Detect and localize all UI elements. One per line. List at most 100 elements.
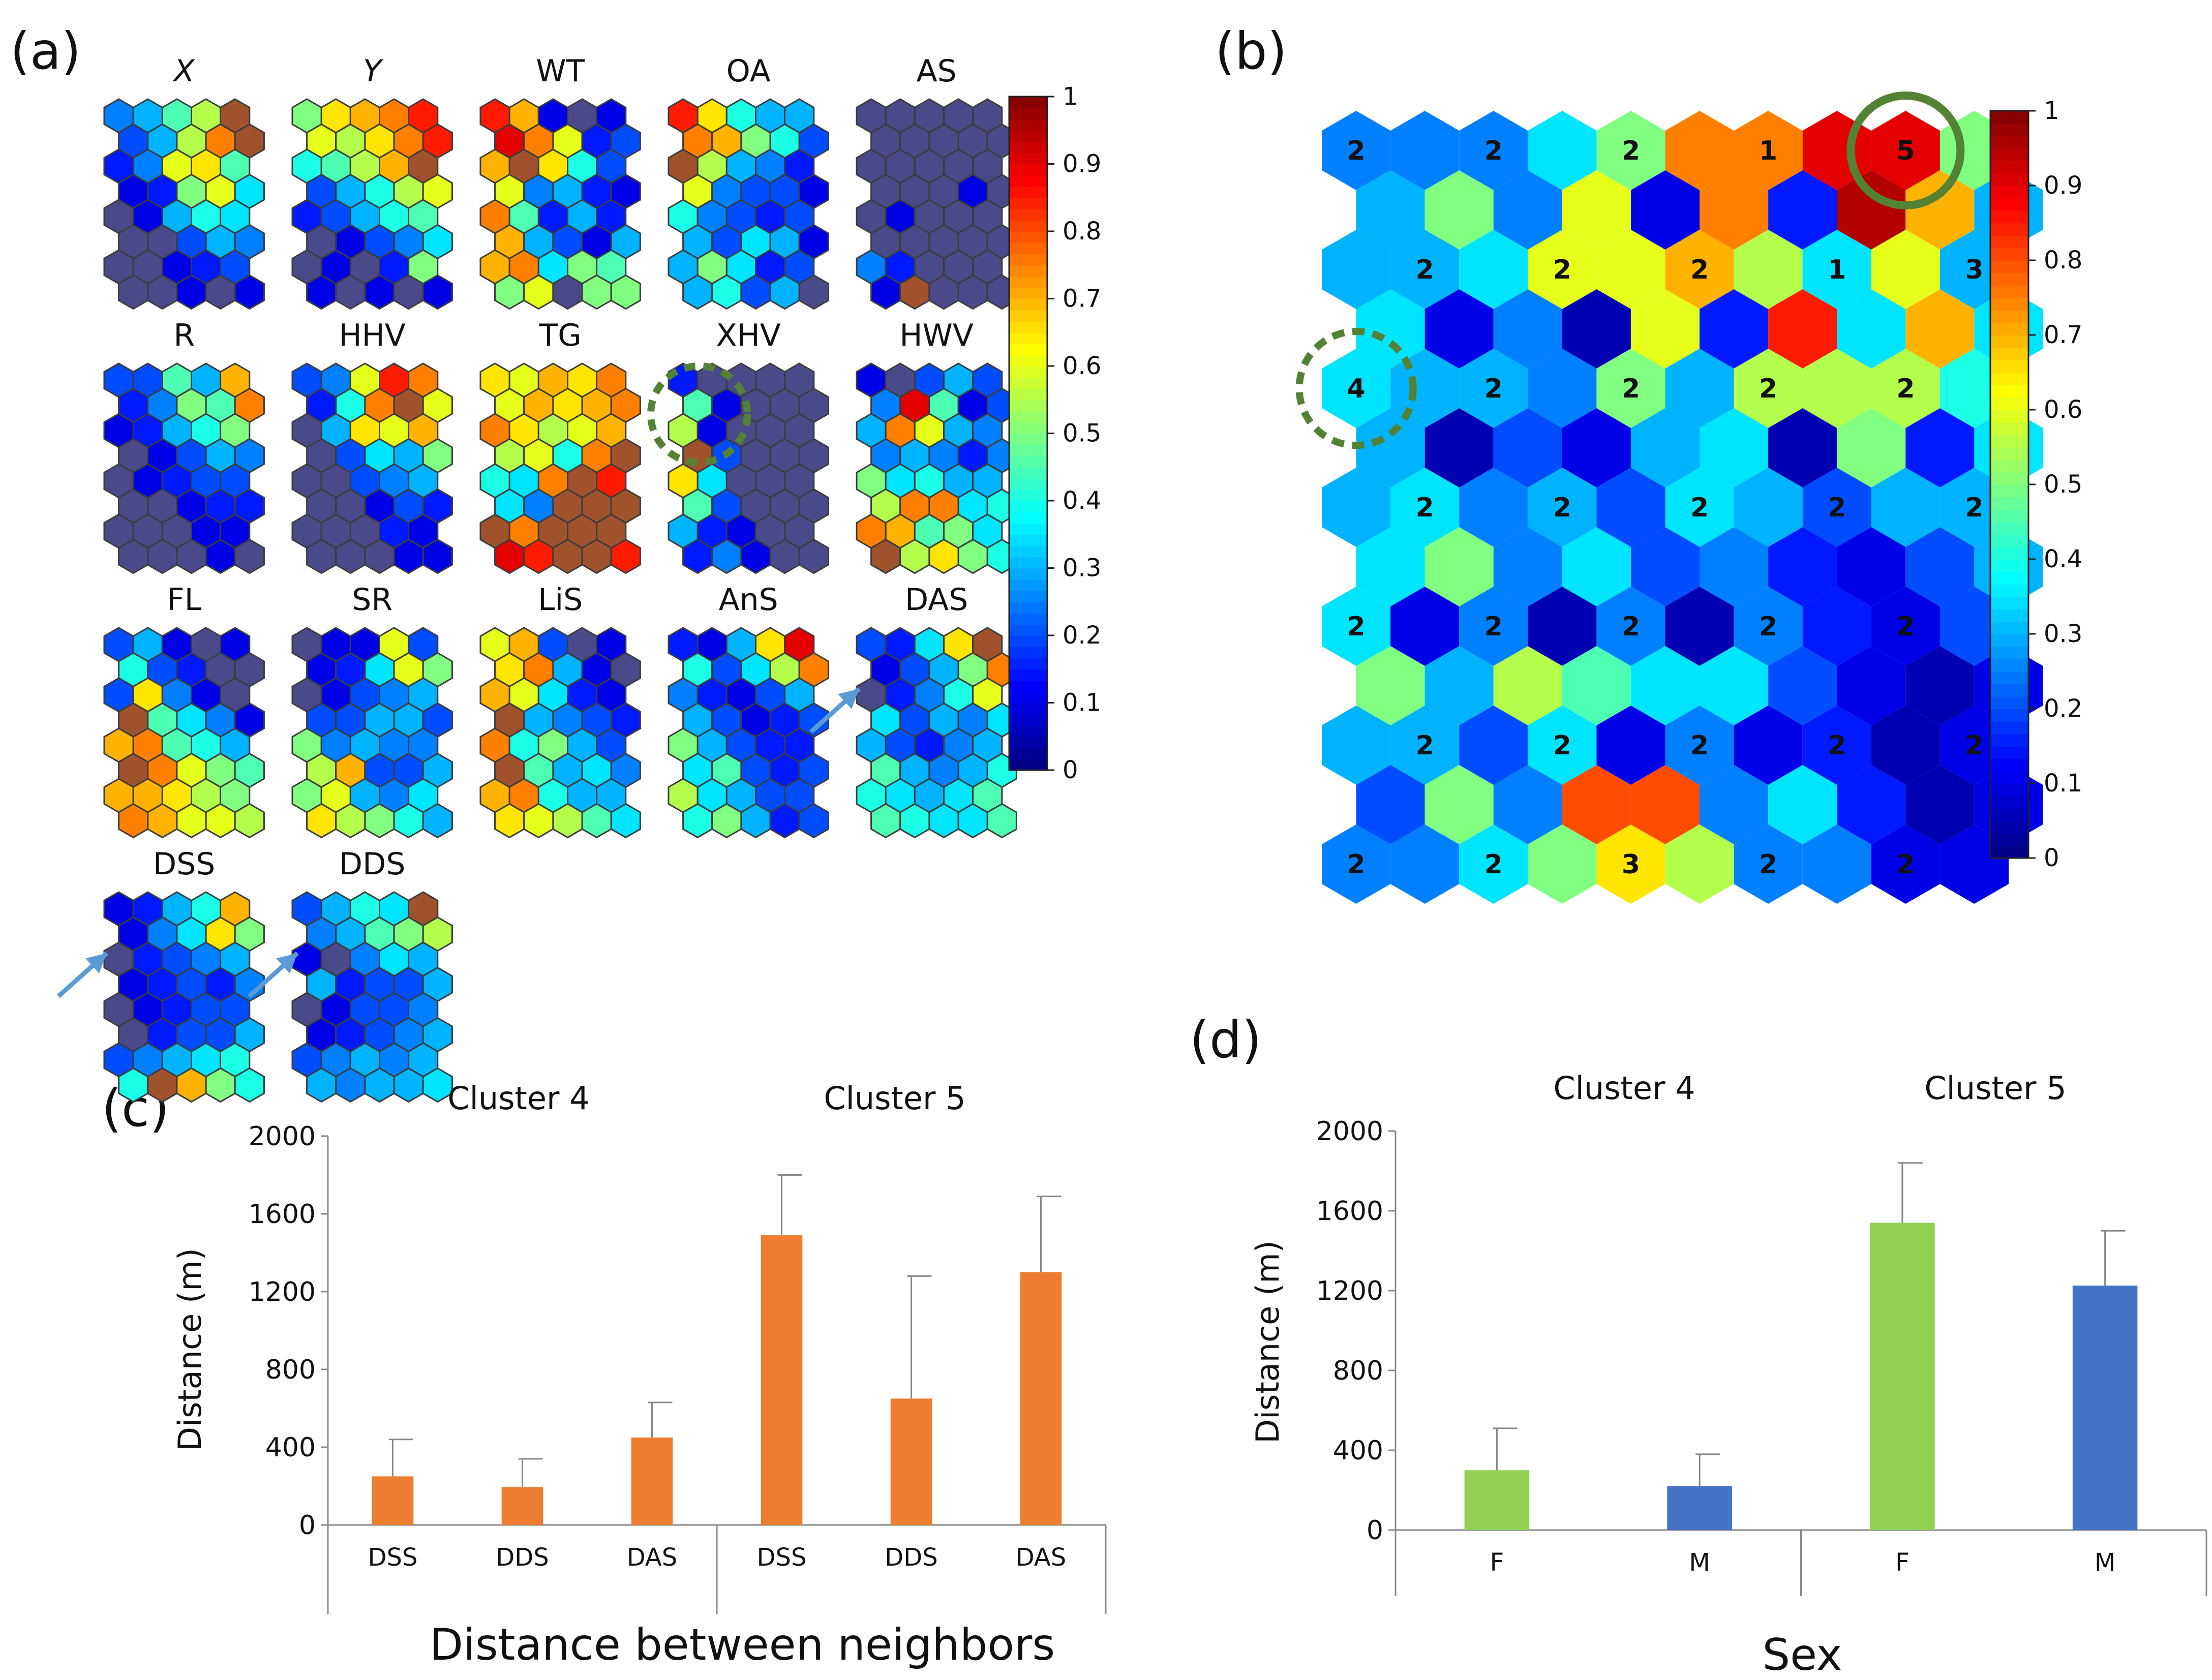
colorbar-a-gradient-step — [1009, 231, 1047, 243]
map-dss-hex-7-1 — [147, 1067, 178, 1103]
colorbar-a-tick-label: 0.6 — [1063, 352, 1101, 380]
colorbar-b-gradient-step — [1990, 385, 2028, 398]
map-das-hex-7-0 — [870, 803, 901, 839]
map-title-wt: WT — [536, 53, 585, 89]
panel-d-y-tick-label: 1200 — [1316, 1276, 1383, 1306]
panel-c-x-axis-title: Distance between neighbors — [430, 1620, 1055, 1670]
umatrix-hex-3-1 — [1425, 289, 1494, 369]
colorbar-b-tick-label: 0.5 — [2044, 470, 2082, 499]
panel-d-group-label-2: Cluster 5 — [1924, 1070, 2066, 1107]
umatrix-hex-2-6 — [1734, 230, 1803, 309]
umatrix-hex-5-5 — [1700, 408, 1769, 487]
umatrix-hex-11-3 — [1562, 765, 1631, 844]
colorbar-b-tick-label: 0 — [2044, 844, 2059, 872]
cluster-label: 2 — [1347, 612, 1365, 642]
umatrix-hex-5-4 — [1630, 408, 1700, 487]
colorbar-a-gradient-step — [1009, 108, 1047, 120]
cluster-label: 2 — [1828, 730, 1846, 761]
map-title-xhv: XHV — [716, 318, 781, 353]
panel-c-group-label-2: Cluster 5 — [824, 1080, 965, 1117]
panel-a-colorbar: 0 0.1 0.2 0.3 0.4 0.5 0.6 0.7 0.8 0.9 1 — [1008, 82, 1101, 784]
umatrix-hex-4-2 — [1459, 349, 1528, 428]
umatrix-hex-4-3 — [1528, 349, 1597, 428]
panel-d-y-tick-label: 800 — [1333, 1356, 1383, 1386]
map-sr-hex-7-0 — [306, 803, 337, 839]
map-title-lis: LiS — [538, 582, 583, 618]
umatrix-hex-7-7 — [1837, 527, 1906, 606]
panel-d-category-label-2: F — [1895, 1548, 1910, 1577]
colorbar-b-gradient-step — [1990, 472, 2028, 485]
panel-label-a: (a) — [10, 21, 81, 81]
cluster-label: 2 — [1553, 493, 1571, 523]
colorbar-b-gradient-step — [1990, 198, 2028, 211]
map-r-hex-7-0 — [118, 538, 149, 574]
umatrix-hex-10-6 — [1734, 706, 1803, 785]
map-title-y: Y — [363, 53, 384, 89]
panel-c-y-tick-label: 1200 — [249, 1277, 316, 1307]
map-as-hex-7-1 — [899, 274, 930, 310]
map-oa-hex-7-0 — [682, 274, 713, 310]
panel-d-x-axis-title: Sex — [1763, 1630, 1842, 1680]
colorbar-b-tick-label: 1 — [2044, 97, 2059, 125]
colorbar-b-tick-label: 0.3 — [2044, 620, 2082, 648]
umatrix-hex-12-0 — [1322, 824, 1391, 904]
cluster-label: 2 — [1347, 849, 1365, 880]
map-hhv-hex-7-4 — [422, 538, 453, 574]
colorbar-b-gradient-step — [1990, 210, 2028, 224]
map-as-hex-7-0 — [870, 274, 901, 310]
colorbar-a-gradient-step — [1009, 208, 1047, 221]
colorbar-b-gradient-step — [1990, 111, 2028, 124]
map-das-hex-7-1 — [899, 803, 930, 839]
colorbar-a-gradient-step — [1009, 400, 1047, 412]
umatrix-hex-11-1 — [1425, 765, 1494, 844]
colorbar-a-tick-label: 0.7 — [1063, 285, 1101, 313]
colorbar-b-gradient-step — [1990, 422, 2028, 435]
map-y-hex-7-4 — [422, 274, 453, 310]
umatrix-hex-7-4 — [1630, 527, 1700, 606]
umatrix-hex-2-3 — [1528, 230, 1597, 309]
colorbar-b-gradient-step — [1990, 609, 2028, 622]
colorbar-a-gradient-step — [1009, 736, 1047, 748]
colorbar-b-gradient-step — [1990, 696, 2028, 709]
umatrix-hex-9-2 — [1493, 646, 1562, 725]
colorbar-a-gradient-step — [1009, 141, 1047, 154]
umatrix-hex-2-4 — [1596, 230, 1665, 309]
map-hwv-hex-7-2 — [928, 538, 959, 574]
panel-c-bar-5 — [1020, 1272, 1062, 1525]
map-wt-hex-7-1 — [523, 274, 554, 310]
map-fl-hex-7-3 — [205, 803, 236, 839]
umatrix-hex-7-1 — [1425, 527, 1494, 606]
colorbar-a-gradient-step — [1009, 590, 1047, 602]
umatrix-hex-6-7 — [1802, 468, 1871, 547]
umatrix-hex-11-8 — [1905, 765, 1975, 844]
arrow-das-head — [838, 689, 859, 710]
colorbar-a-gradient-step — [1009, 422, 1047, 434]
map-as-hex-7-3 — [957, 274, 988, 310]
umatrix-hex-9-7 — [1837, 646, 1906, 725]
colorbar-b-gradient-step — [1990, 845, 2028, 859]
colorbar-a-gradient-step — [1009, 444, 1047, 456]
umatrix-hex-10-3 — [1528, 706, 1597, 785]
panel-d-bar-2 — [1870, 1223, 1935, 1530]
map-ans-hex-7-3 — [769, 803, 800, 839]
cluster-label: 2 — [1553, 255, 1571, 285]
map-wt-hex-7-4 — [610, 274, 641, 310]
umatrix-hex-9-4 — [1630, 646, 1700, 725]
panel-c-y-tick-label: 0 — [299, 1510, 316, 1541]
colorbar-b-tick-label: 0.4 — [2044, 545, 2082, 573]
colorbar-b-gradient-step — [1990, 783, 2028, 797]
colorbar-a-gradient-step — [1009, 433, 1047, 445]
colorbar-b-gradient-step — [1990, 322, 2028, 335]
umatrix-hex-1-0 — [1356, 170, 1425, 250]
map-wt-hex-7-2 — [552, 274, 583, 310]
umatrix-hex-10-7 — [1802, 706, 1871, 785]
colorbar-a-gradient-step — [1009, 579, 1047, 591]
panel-d-bar-0 — [1464, 1470, 1530, 1530]
colorbar-a-gradient-step — [1009, 489, 1047, 501]
map-sr-hex-7-3 — [393, 803, 424, 839]
colorbar-b-gradient-step — [1990, 621, 2028, 634]
colorbar-a-gradient-step — [1009, 669, 1047, 681]
panel-c-group-label-1: Cluster 4 — [447, 1080, 589, 1117]
map-as-hex-7-2 — [928, 274, 959, 310]
colorbar-b-gradient-step — [1990, 223, 2028, 236]
